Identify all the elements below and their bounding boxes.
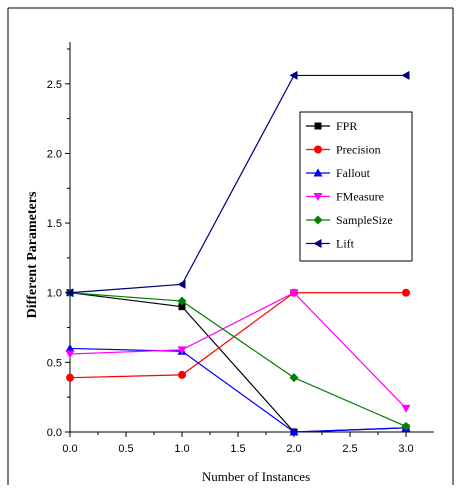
x-axis-label: Number of Instances bbox=[202, 469, 310, 484]
legend-box bbox=[299, 111, 413, 262]
series-line-lift bbox=[69, 74, 406, 294]
data-point-samplesize bbox=[401, 421, 411, 431]
data-point-lift bbox=[401, 70, 410, 80]
data-point-fmeasure bbox=[65, 350, 75, 359]
data-point-fallout bbox=[289, 427, 299, 436]
legend-marker-samplesize bbox=[313, 215, 323, 225]
legend-label-fallout: Fallout bbox=[336, 166, 371, 180]
y-tick-label: 1.0 bbox=[47, 288, 62, 300]
data-point-precision bbox=[66, 373, 74, 382]
data-point-samplesize bbox=[289, 373, 299, 383]
x-tick-label: 0.5 bbox=[118, 443, 133, 455]
data-point-samplesize bbox=[177, 296, 187, 306]
x-tick-label: 2.5 bbox=[342, 443, 357, 455]
data-point-lift bbox=[65, 288, 74, 298]
data-point-fmeasure bbox=[177, 346, 187, 355]
legend-label-lift: Lift bbox=[336, 237, 355, 251]
legend-label-precision: Precision bbox=[336, 143, 381, 157]
legend-label-samplesize: SampleSize bbox=[336, 213, 393, 227]
series-line-fmeasure bbox=[69, 291, 407, 409]
y-tick-label: 0.5 bbox=[47, 357, 62, 369]
series-line-fallout bbox=[69, 347, 407, 433]
data-point-precision bbox=[178, 370, 186, 379]
y-tick-label: 0.0 bbox=[47, 427, 62, 439]
data-point-fmeasure bbox=[401, 404, 411, 413]
series-layer bbox=[65, 70, 411, 436]
legend-marker-fallout bbox=[313, 168, 323, 177]
y-axis-label: Different Parameters bbox=[25, 191, 40, 318]
series-precision bbox=[66, 288, 410, 382]
series-line-samplesize bbox=[69, 292, 407, 427]
legend-marker-lift bbox=[313, 239, 322, 248]
y-tick-label: 1.5 bbox=[47, 218, 62, 230]
data-point-lift bbox=[177, 279, 186, 289]
data-point-precision bbox=[402, 288, 410, 297]
legend: FPR Precision Fallout FMeasure SampleSize Lif… bbox=[299, 111, 413, 262]
legend-label-fmeasure: FMeasure bbox=[336, 190, 384, 204]
x-tick-label: 3.0 bbox=[398, 443, 413, 455]
data-point-fpr bbox=[178, 303, 186, 311]
legend-marker-precision bbox=[314, 145, 322, 154]
data-point-fmeasure bbox=[289, 289, 299, 298]
y-tick-label: 2.0 bbox=[47, 148, 62, 160]
x-tick-label: 2.0 bbox=[286, 443, 301, 455]
legend-marker-fpr bbox=[314, 122, 322, 130]
series-fmeasure bbox=[65, 289, 411, 413]
y-tick-label: 2.5 bbox=[47, 79, 62, 91]
x-tick-label: 1.5 bbox=[230, 443, 245, 455]
data-point-lift bbox=[289, 70, 298, 80]
legend-label-fpr: FPR bbox=[336, 119, 357, 133]
series-line-precision bbox=[69, 292, 406, 379]
data-point-fallout bbox=[65, 343, 75, 352]
x-tick-label: 1.0 bbox=[174, 443, 189, 455]
series-lift bbox=[65, 70, 410, 298]
legend-marker-fmeasure bbox=[313, 193, 323, 201]
x-tick-label: 0.0 bbox=[62, 443, 77, 455]
